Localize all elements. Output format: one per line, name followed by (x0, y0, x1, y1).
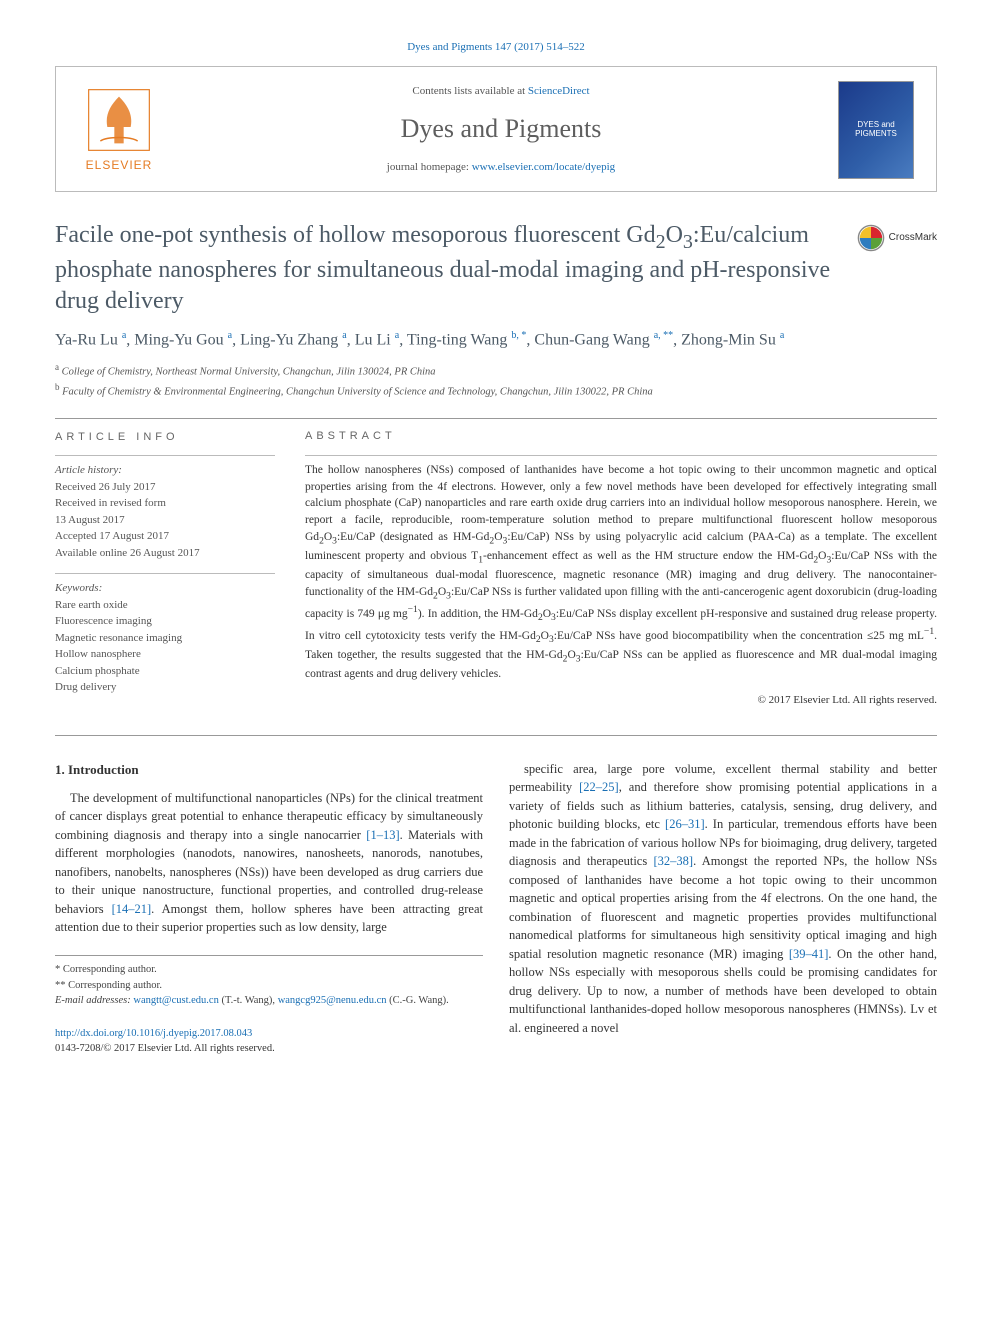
divider-rule (55, 735, 937, 736)
keyword: Magnetic resonance imaging (55, 630, 275, 647)
doi-rights: 0143-7208/© 2017 Elsevier Ltd. All right… (55, 1043, 275, 1054)
body-two-column: 1. Introduction The development of multi… (55, 760, 937, 1057)
info-rule (55, 573, 275, 574)
affiliations: a College of Chemistry, Northeast Normal… (55, 361, 937, 400)
abstract-text: The hollow nanospheres (NSs) composed of… (305, 462, 937, 683)
header-center: Contents lists available at ScienceDirec… (178, 84, 824, 176)
abstract-copyright: © 2017 Elsevier Ltd. All rights reserved… (305, 693, 937, 709)
keyword: Drug delivery (55, 679, 275, 696)
contents-prefix: Contents lists available at (412, 85, 527, 97)
homepage-line: journal homepage: www.elsevier.com/locat… (178, 160, 824, 176)
homepage-link[interactable]: www.elsevier.com/locate/dyepig (472, 161, 615, 173)
homepage-prefix: journal homepage: (387, 161, 472, 173)
divider-rule (55, 418, 937, 419)
abstract-rule (305, 455, 937, 456)
keyword: Fluorescence imaging (55, 613, 275, 630)
crossmark-icon (857, 224, 885, 252)
sciencedirect-link[interactable]: ScienceDirect (528, 85, 590, 97)
body-paragraph: The development of multifunctional nanop… (55, 789, 483, 937)
article-title: Facile one-pot synthesis of hollow mesop… (55, 220, 841, 317)
history-line: Accepted 17 August 2017 (55, 528, 275, 545)
history-line: Received in revised form (55, 495, 275, 512)
contents-available-line: Contents lists available at ScienceDirec… (178, 84, 824, 100)
affiliation-a: a College of Chemistry, Northeast Normal… (55, 361, 937, 380)
authors-line: Ya-Ru Lu a, Ming-Yu Gou a, Ling-Yu Zhang… (55, 329, 937, 352)
footnote-line: E-mail addresses: wangtt@cust.edu.cn (T.… (55, 993, 483, 1009)
history-line: Available online 26 August 2017 (55, 545, 275, 562)
page-root: Dyes and Pigments 147 (2017) 514–522 ELS… (0, 0, 992, 1086)
doi-block: http://dx.doi.org/10.1016/j.dyepig.2017.… (55, 1027, 483, 1056)
keywords-heading: Keywords: (55, 580, 275, 597)
info-rule (55, 455, 275, 456)
journal-brand: Dyes and Pigments (178, 110, 824, 148)
info-abstract-grid: ARTICLE INFO Article history: Received 2… (55, 429, 937, 709)
elsevier-logo: ELSEVIER (74, 85, 164, 174)
elsevier-wordmark: ELSEVIER (86, 157, 153, 174)
section-heading: 1. Introduction (55, 760, 483, 779)
body-paragraph: specific area, large pore volume, excell… (509, 760, 937, 1038)
article-info-label: ARTICLE INFO (55, 429, 275, 446)
history-heading: Article history: (55, 462, 275, 479)
keyword: Hollow nanosphere (55, 646, 275, 663)
abstract-label: ABSTRACT (305, 429, 937, 445)
footnote-line: * Corresponding author. (55, 962, 483, 978)
citation-top: Dyes and Pigments 147 (2017) 514–522 (55, 40, 937, 56)
title-row: Facile one-pot synthesis of hollow mesop… (55, 220, 937, 317)
footnote-line: ** Corresponding author. (55, 978, 483, 994)
journal-header-box: ELSEVIER Contents lists available at Sci… (55, 66, 937, 192)
body-col-right: specific area, large pore volume, excell… (509, 760, 937, 1057)
elsevier-tree-icon (84, 85, 154, 155)
article-history-block: Article history: Received 26 July 2017 R… (55, 462, 275, 561)
history-line: 13 August 2017 (55, 512, 275, 529)
history-line: Received 26 July 2017 (55, 479, 275, 496)
cover-text: DYES and PIGMENTS (843, 121, 909, 139)
keyword: Rare earth oxide (55, 597, 275, 614)
crossmark-badge[interactable]: CrossMark (857, 224, 937, 252)
article-info-column: ARTICLE INFO Article history: Received 2… (55, 429, 275, 709)
body-col-left: 1. Introduction The development of multi… (55, 760, 483, 1057)
affiliation-b: b Faculty of Chemistry & Environmental E… (55, 381, 937, 400)
crossmark-label: CrossMark (889, 231, 937, 246)
keywords-block: Keywords: Rare earth oxide Fluorescence … (55, 580, 275, 696)
abstract-column: ABSTRACT The hollow nanospheres (NSs) co… (305, 429, 937, 709)
keyword: Calcium phosphate (55, 663, 275, 680)
footnotes-block: * Corresponding author. ** Corresponding… (55, 955, 483, 1009)
journal-cover-thumb: DYES and PIGMENTS (838, 81, 914, 179)
doi-link[interactable]: http://dx.doi.org/10.1016/j.dyepig.2017.… (55, 1028, 252, 1039)
